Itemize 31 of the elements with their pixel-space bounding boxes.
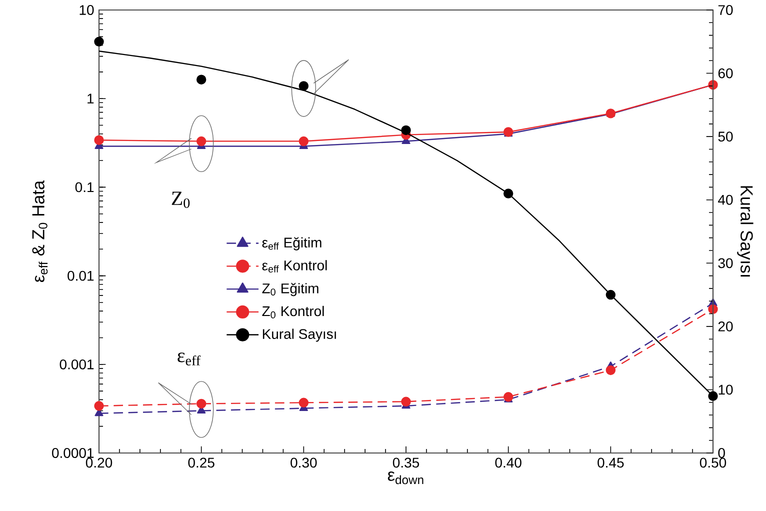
y2-tick-label: 60 — [718, 68, 733, 78]
y2-tick-label: 0 — [718, 448, 725, 458]
x-axis-title: ε$_{down}$ — [388, 471, 424, 484]
x-tick-label: 0.20 — [86, 458, 112, 468]
x-tick-label: 0.45 — [598, 458, 624, 468]
y2-tick-label: 30 — [718, 258, 733, 268]
y-axis-title: ε$_{eff}$ & Z$_{0}$ Hata — [32, 180, 48, 282]
legend-label: ε$_{eff}$ Eğitim — [262, 237, 322, 250]
y2-axis-title: Kural Sayısı — [737, 186, 754, 277]
x-tick-label: 0.40 — [495, 458, 522, 468]
x-tick-label: 0.30 — [290, 458, 317, 468]
y-tick-label: 0.1 — [75, 182, 94, 192]
y-tick-label: 10 — [80, 5, 94, 15]
legend-label: ε$_{eff}$ Kontrol — [262, 260, 327, 273]
y-tick-label: 0.01 — [68, 270, 94, 281]
x-tick-label: 0.35 — [392, 458, 420, 468]
legend-label: Z$_{0}$ Kontrol — [262, 306, 324, 318]
annotation: ε$_{eff}$ — [178, 352, 201, 366]
y2-tick-label: 50 — [718, 132, 733, 142]
legend-label: Z$_{0}$ Eğitim — [262, 282, 318, 296]
y2-tick-label: 20 — [718, 321, 733, 332]
y2-tick-label: 40 — [718, 194, 733, 205]
legend-label: Kural Sayısı — [262, 328, 336, 342]
y2-tick-label: 10 — [718, 384, 733, 395]
y2-tick-label: 70 — [718, 5, 733, 15]
y-tick-label: 0.0001 — [52, 448, 94, 458]
x-tick-label: 0.25 — [188, 458, 214, 468]
y-tick-label: 1 — [88, 94, 94, 104]
annotation: Z$_{0}$ — [172, 192, 190, 208]
x-tick-label: 0.50 — [700, 458, 726, 468]
y-tick-label: 0.001 — [60, 359, 94, 370]
